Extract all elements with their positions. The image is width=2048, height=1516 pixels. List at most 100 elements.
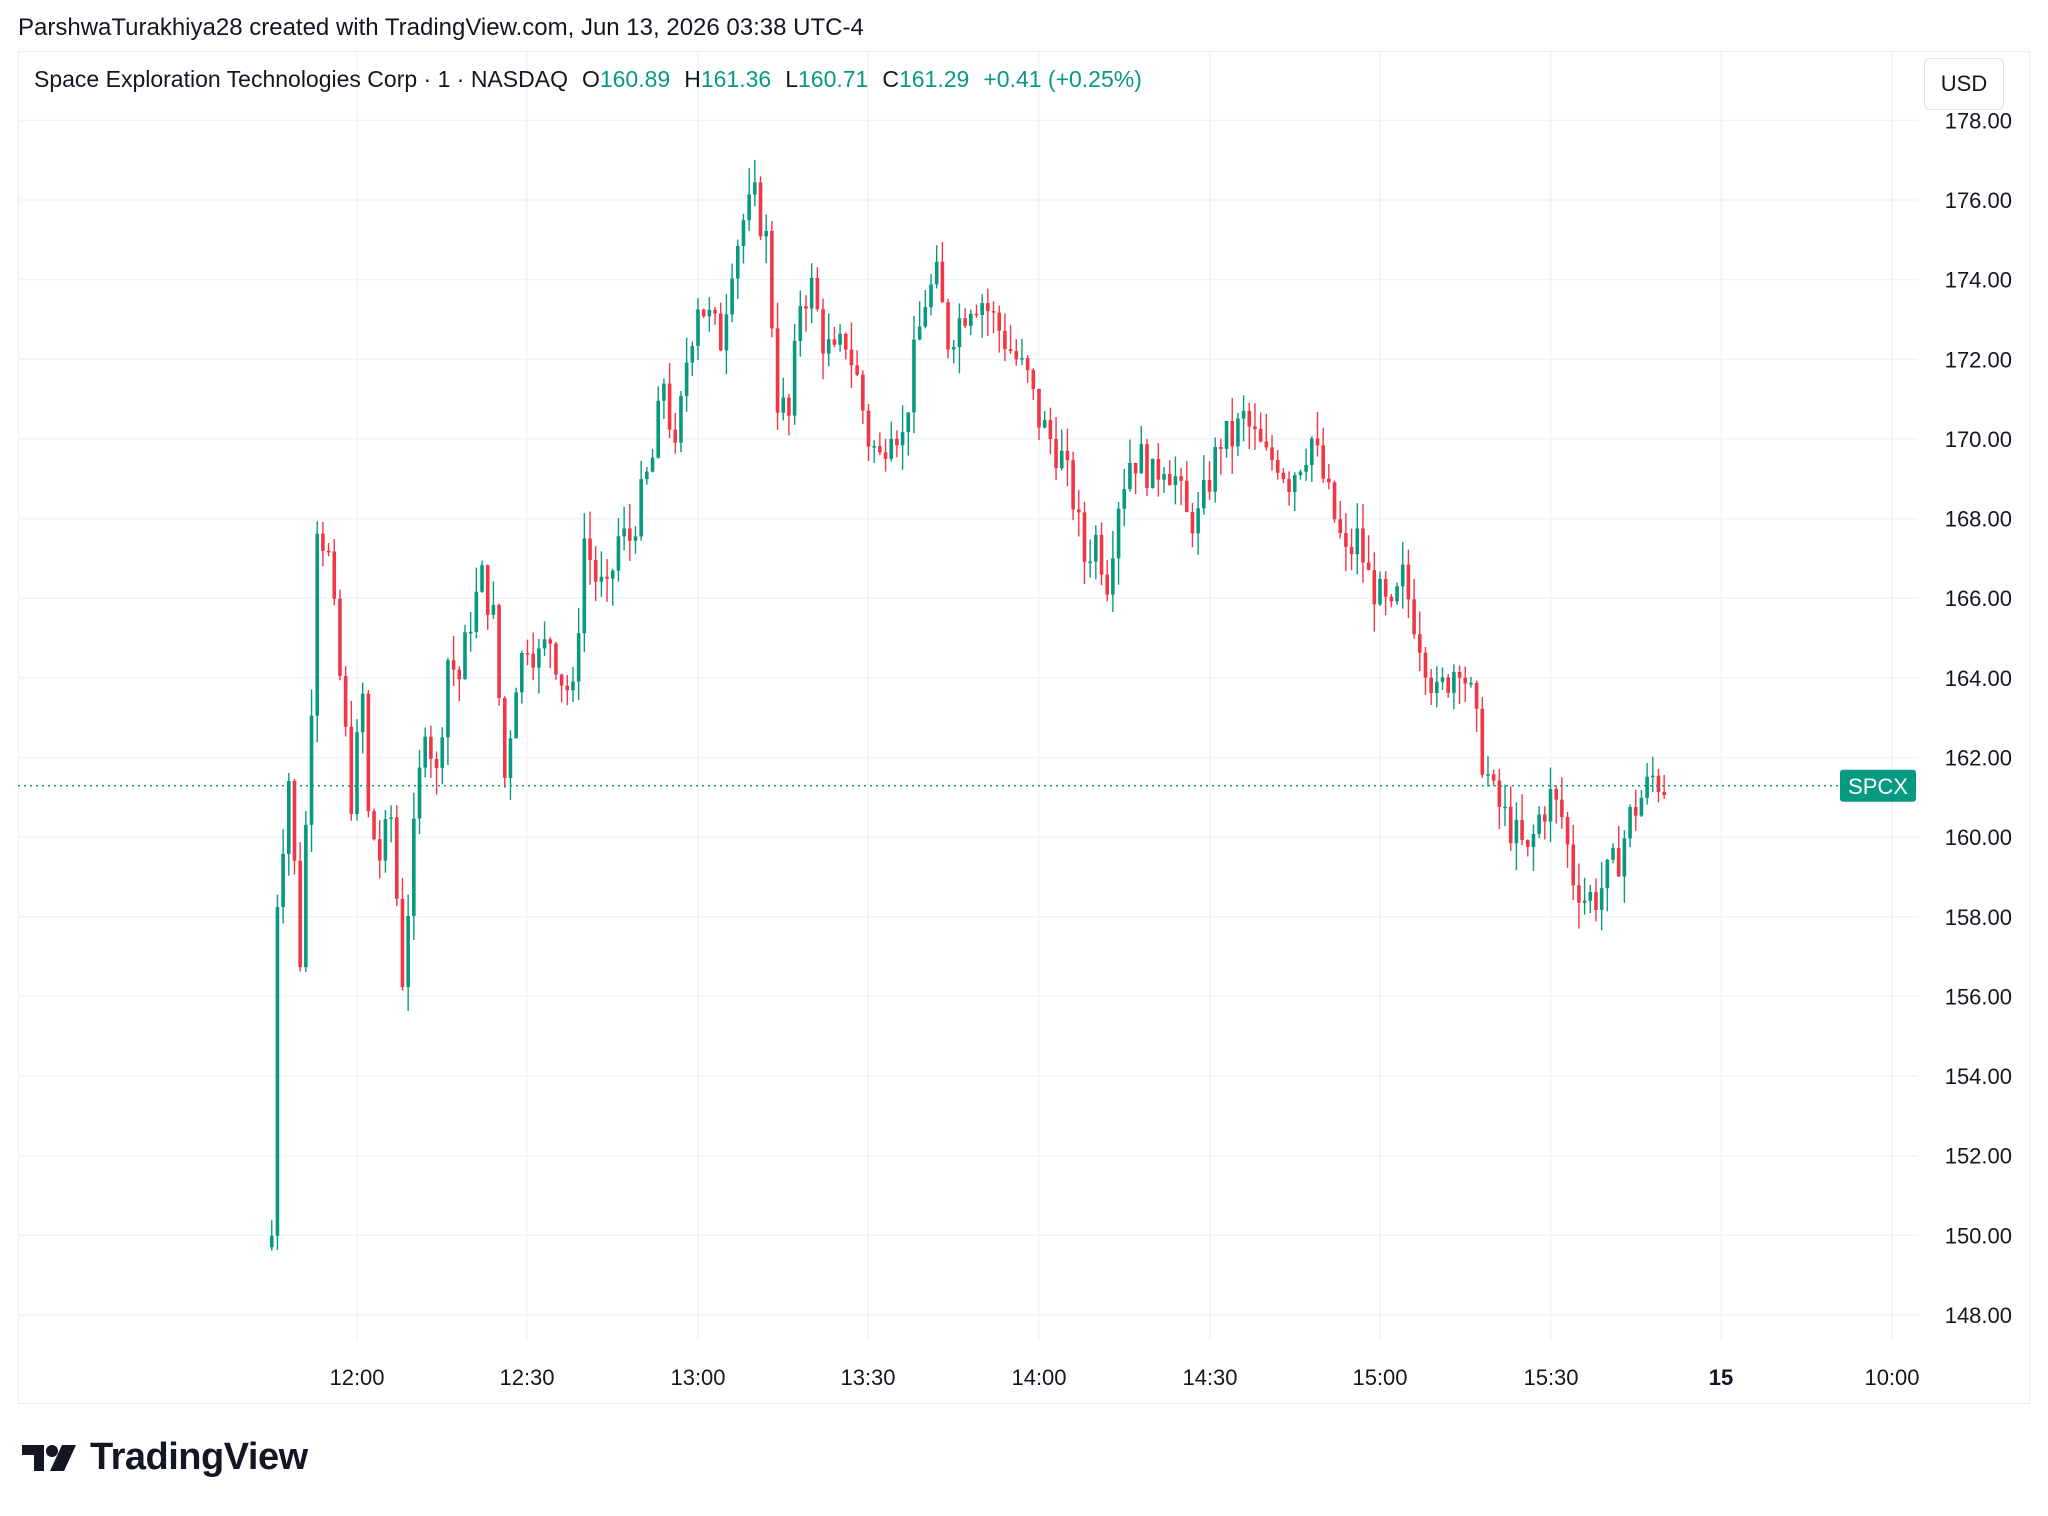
candle[interactable]: [753, 159, 757, 207]
candle[interactable]: [946, 298, 950, 359]
candle[interactable]: [1099, 522, 1104, 586]
candle[interactable]: [593, 546, 598, 602]
candle[interactable]: [485, 564, 490, 630]
candle[interactable]: [957, 303, 962, 374]
candle[interactable]: [1287, 471, 1291, 506]
price-chart[interactable]: 148.00 150.00 152.00 154.00 156.00 158.00 160.…: [0, 0, 2048, 1420]
candle[interactable]: [1042, 411, 1047, 429]
candle[interactable]: [1548, 767, 1553, 843]
candle[interactable]: [1179, 467, 1183, 506]
candle[interactable]: [628, 503, 632, 561]
candle[interactable]: [1037, 388, 1041, 441]
candle[interactable]: [986, 288, 990, 336]
candle[interactable]: [645, 467, 649, 485]
candle[interactable]: [457, 666, 462, 702]
candle[interactable]: [969, 309, 973, 336]
candle[interactable]: [480, 560, 484, 593]
candle[interactable]: [531, 632, 535, 681]
candle[interactable]: [866, 403, 871, 462]
candle[interactable]: [605, 559, 609, 602]
candle[interactable]: [389, 805, 393, 843]
candle[interactable]: [906, 412, 911, 456]
candle[interactable]: [1173, 456, 1178, 505]
candle[interactable]: [542, 621, 547, 656]
candle[interactable]: [1139, 425, 1144, 474]
candle[interactable]: [366, 689, 371, 818]
candle[interactable]: [451, 635, 456, 687]
candle[interactable]: [1071, 451, 1075, 521]
candle[interactable]: [1275, 450, 1280, 480]
candle[interactable]: [281, 829, 285, 924]
candle[interactable]: [798, 290, 803, 357]
candle[interactable]: [446, 657, 450, 765]
candle[interactable]: [412, 792, 416, 940]
candle[interactable]: [1446, 674, 1450, 698]
candle[interactable]: [383, 809, 388, 873]
candle[interactable]: [565, 675, 570, 706]
candle[interactable]: [707, 297, 712, 332]
candle[interactable]: [559, 673, 564, 703]
candle[interactable]: [514, 687, 518, 739]
candle[interactable]: [770, 221, 774, 338]
candle[interactable]: [326, 543, 331, 557]
candle[interactable]: [872, 440, 876, 463]
candle[interactable]: [377, 820, 382, 879]
candle[interactable]: [1162, 466, 1166, 493]
candle[interactable]: [809, 263, 814, 324]
candle[interactable]: [576, 608, 581, 701]
candle[interactable]: [1440, 667, 1445, 690]
candle[interactable]: [804, 295, 808, 332]
candle[interactable]: [1076, 490, 1081, 537]
candle[interactable]: [1344, 513, 1348, 572]
candle[interactable]: [1622, 830, 1627, 903]
candle[interactable]: [1554, 785, 1558, 824]
candle[interactable]: [861, 370, 865, 425]
candle[interactable]: [883, 438, 888, 472]
candle[interactable]: [792, 323, 797, 425]
candle[interactable]: [1588, 884, 1593, 914]
candle[interactable]: [1577, 863, 1581, 929]
candle[interactable]: [696, 298, 700, 361]
candle[interactable]: [491, 581, 496, 619]
candle[interactable]: [1429, 669, 1433, 705]
candle[interactable]: [1315, 411, 1320, 457]
candle[interactable]: [1128, 439, 1132, 492]
candle[interactable]: [821, 298, 825, 380]
candle[interactable]: [764, 214, 768, 264]
candle[interactable]: [1366, 535, 1371, 571]
candle[interactable]: [622, 506, 626, 551]
candle[interactable]: [1503, 784, 1507, 827]
candle[interactable]: [1525, 839, 1530, 857]
candle[interactable]: [741, 213, 746, 264]
candle[interactable]: [1508, 786, 1513, 851]
candle[interactable]: [1202, 455, 1206, 515]
candle[interactable]: [667, 362, 672, 439]
candle[interactable]: [1565, 811, 1570, 868]
candle[interactable]: [1219, 438, 1223, 475]
candle[interactable]: [372, 808, 376, 841]
candle[interactable]: [1520, 794, 1524, 846]
candle[interactable]: [610, 568, 615, 606]
candle[interactable]: [713, 306, 717, 325]
candle[interactable]: [1111, 530, 1115, 612]
candle[interactable]: [912, 315, 916, 434]
candle[interactable]: [1224, 420, 1229, 458]
candle[interactable]: [662, 378, 666, 420]
candle[interactable]: [917, 301, 922, 341]
candle[interactable]: [1253, 403, 1257, 450]
candle[interactable]: [1395, 582, 1399, 605]
candle[interactable]: [309, 689, 314, 852]
candle[interactable]: [1327, 463, 1331, 490]
candle[interactable]: [1383, 571, 1388, 616]
candle[interactable]: [1048, 407, 1053, 455]
candle[interactable]: [1349, 528, 1354, 571]
candle[interactable]: [878, 432, 882, 456]
candle[interactable]: [1400, 542, 1405, 609]
candle[interactable]: [1270, 435, 1274, 471]
footer-brand[interactable]: TradingView: [22, 1436, 308, 1479]
candle[interactable]: [849, 322, 854, 389]
candle[interactable]: [1332, 480, 1337, 523]
candle[interactable]: [1662, 774, 1666, 800]
candle[interactable]: [292, 778, 297, 875]
candle[interactable]: [1514, 802, 1519, 871]
